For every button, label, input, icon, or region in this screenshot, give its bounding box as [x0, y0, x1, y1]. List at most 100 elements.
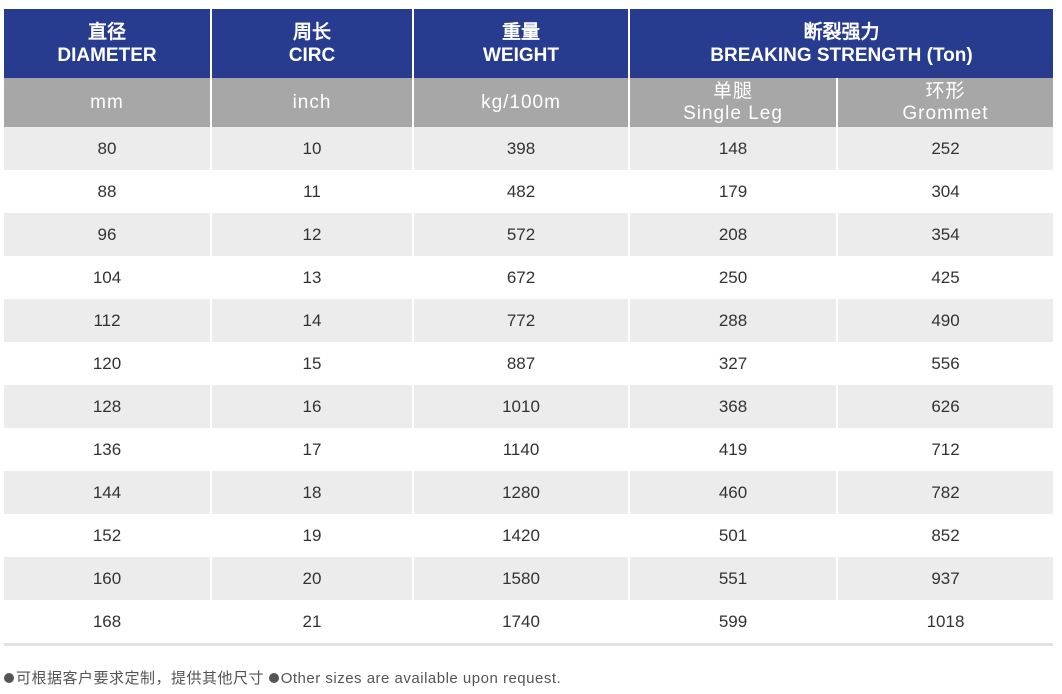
cell-weight: 772 — [413, 299, 630, 342]
cell-weight: 1280 — [413, 471, 630, 514]
cell-diameter: 128 — [4, 385, 212, 428]
cell-grommet: 304 — [837, 170, 1053, 213]
cell-single-leg: 501 — [629, 514, 838, 557]
unit-grommet: 环形 Grommet — [837, 78, 1053, 127]
header-diameter-cn: 直径 — [87, 21, 126, 43]
cell-grommet: 626 — [837, 385, 1053, 428]
cell-circ: 14 — [211, 299, 414, 342]
cell-grommet: 354 — [837, 213, 1053, 256]
cell-circ: 20 — [211, 557, 414, 600]
cell-circ: 18 — [211, 471, 414, 514]
table-row: 88 11 482 179 304 — [4, 170, 1053, 213]
cell-diameter: 160 — [4, 557, 212, 600]
table-row: 128 16 1010 368 626 — [4, 385, 1053, 428]
table-row: 160 20 1580 551 937 — [4, 557, 1053, 600]
units-row: mm inch kg/100m 单腿 Single Leg 环形 Grommet — [4, 78, 1053, 127]
table-row: 96 12 572 208 354 — [4, 213, 1053, 256]
table-row: 80 10 398 148 252 — [4, 127, 1053, 170]
header-circ-en: CIRC — [288, 44, 336, 66]
table-row: 152 19 1420 501 852 — [4, 514, 1053, 557]
cell-single-leg: 599 — [629, 600, 838, 646]
cell-circ: 21 — [211, 600, 414, 646]
cell-circ: 13 — [211, 256, 414, 299]
cell-circ: 10 — [211, 127, 414, 170]
cell-circ: 16 — [211, 385, 414, 428]
unit-grommet-en: Grommet — [902, 102, 989, 124]
header-weight: 重量 WEIGHT — [413, 9, 630, 78]
cell-single-leg: 288 — [629, 299, 838, 342]
cell-circ: 17 — [211, 428, 414, 471]
header-breaking-cn: 断裂强力 — [803, 21, 880, 43]
cell-single-leg: 460 — [629, 471, 838, 514]
cell-circ: 11 — [211, 170, 414, 213]
cell-diameter: 104 — [4, 256, 212, 299]
cell-diameter: 136 — [4, 428, 212, 471]
table-row: 136 17 1140 419 712 — [4, 428, 1053, 471]
header-breaking-en: BREAKING STRENGTH (Ton) — [710, 44, 973, 66]
footnote-cn: 可根据客户要求定制，提供其他尺寸 — [16, 670, 265, 687]
cell-grommet: 712 — [837, 428, 1053, 471]
cell-grommet: 782 — [837, 471, 1053, 514]
bullet-dot-icon — [4, 673, 14, 683]
cell-weight: 482 — [413, 170, 630, 213]
cell-single-leg: 208 — [629, 213, 838, 256]
header-diameter: 直径 DIAMETER — [4, 9, 212, 78]
table-row: 144 18 1280 460 782 — [4, 471, 1053, 514]
unit-grommet-cn: 环形 — [925, 80, 966, 102]
header-breaking-strength: 断裂强力 BREAKING STRENGTH (Ton) — [629, 9, 1053, 78]
cell-weight: 572 — [413, 213, 630, 256]
table-row: 112 14 772 288 490 — [4, 299, 1053, 342]
spec-table: 直径 DIAMETER 周长 CIRC 重量 WEIGHT 断裂强力 BREAK… — [4, 9, 1053, 646]
header-row: 直径 DIAMETER 周长 CIRC 重量 WEIGHT 断裂强力 BREAK… — [4, 9, 1053, 78]
header-circ: 周长 CIRC — [211, 9, 414, 78]
cell-weight: 672 — [413, 256, 630, 299]
cell-diameter: 96 — [4, 213, 212, 256]
header-weight-cn: 重量 — [501, 21, 540, 43]
table-row: 120 15 887 327 556 — [4, 342, 1053, 385]
cell-grommet: 425 — [837, 256, 1053, 299]
cell-weight: 398 — [413, 127, 630, 170]
unit-weight: kg/100m — [413, 78, 630, 127]
cell-diameter: 80 — [4, 127, 212, 170]
cell-weight: 887 — [413, 342, 630, 385]
unit-single-leg-en: Single Leg — [683, 102, 783, 124]
cell-diameter: 120 — [4, 342, 212, 385]
cell-grommet: 852 — [837, 514, 1053, 557]
cell-single-leg: 368 — [629, 385, 838, 428]
header-circ-cn: 周长 — [292, 21, 331, 43]
table-row: 104 13 672 250 425 — [4, 256, 1053, 299]
cell-grommet: 556 — [837, 342, 1053, 385]
cell-diameter: 88 — [4, 170, 212, 213]
cell-grommet: 1018 — [837, 600, 1053, 646]
cell-single-leg: 179 — [629, 170, 838, 213]
unit-single-leg-cn: 单腿 — [712, 80, 753, 102]
cell-single-leg: 551 — [629, 557, 838, 600]
header-diameter-en: DIAMETER — [57, 44, 157, 66]
header-weight-en: WEIGHT — [483, 44, 559, 66]
cell-weight: 1140 — [413, 428, 630, 471]
unit-single-leg: 单腿 Single Leg — [629, 78, 838, 127]
footnote: 可根据客户要求定制，提供其他尺寸 Other sizes are availab… — [4, 667, 561, 688]
cell-diameter: 168 — [4, 600, 212, 646]
cell-weight: 1580 — [413, 557, 630, 600]
cell-single-leg: 327 — [629, 342, 838, 385]
cell-single-leg: 148 — [629, 127, 838, 170]
cell-weight: 1420 — [413, 514, 630, 557]
cell-diameter: 112 — [4, 299, 212, 342]
cell-grommet: 490 — [837, 299, 1053, 342]
unit-circ: inch — [211, 78, 414, 127]
cell-circ: 15 — [211, 342, 414, 385]
cell-circ: 19 — [211, 514, 414, 557]
cell-single-leg: 250 — [629, 256, 838, 299]
cell-single-leg: 419 — [629, 428, 838, 471]
cell-circ: 12 — [211, 213, 414, 256]
cell-grommet: 252 — [837, 127, 1053, 170]
table-row: 168 21 1740 599 1018 — [4, 600, 1053, 646]
bullet-dot-icon — [268, 673, 279, 683]
cell-weight: 1010 — [413, 385, 630, 428]
cell-weight: 1740 — [413, 600, 630, 646]
cell-diameter: 144 — [4, 471, 212, 514]
footnote-en: Other sizes are available upon request. — [280, 670, 562, 687]
unit-diameter: mm — [4, 78, 212, 127]
cell-diameter: 152 — [4, 514, 212, 557]
